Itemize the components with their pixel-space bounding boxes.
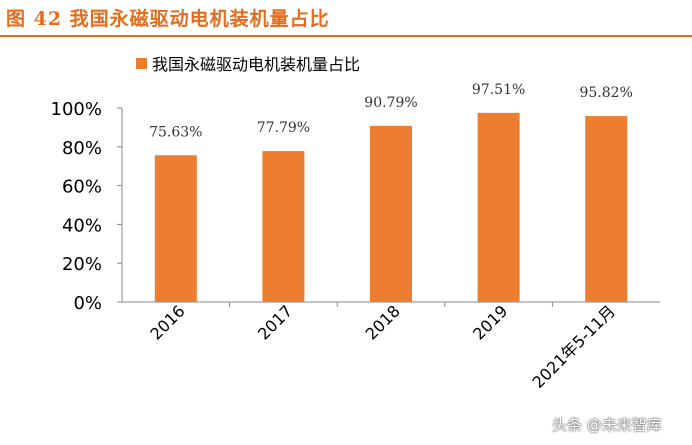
- title-divider: [0, 35, 692, 37]
- bar-data-label: 90.79%: [364, 95, 417, 111]
- x-tick-label: 2018: [362, 301, 404, 343]
- bar-2018: [370, 125, 412, 302]
- chart-x-ticks: 2016 2017 2018 2019 2021年5-11月: [146, 301, 619, 392]
- y-tick-label: 0%: [73, 293, 102, 314]
- y-tick-label: 80%: [62, 138, 102, 159]
- chart-data-labels: 75.63% 77.79% 90.79% 97.51% 95.82%: [149, 82, 633, 140]
- legend-swatch: [136, 58, 147, 69]
- y-tick-label: 20%: [62, 254, 102, 275]
- bar-data-label: 75.63%: [149, 124, 202, 140]
- bar-2021年5-11月: [585, 116, 628, 303]
- x-tick-label: 2017: [254, 301, 296, 343]
- bar-2017: [262, 151, 305, 302]
- x-tick-label: 2021年5-11月: [528, 301, 619, 392]
- y-tick-label: 100%: [51, 99, 102, 120]
- x-tick-label: 2019: [469, 301, 511, 343]
- chart-axes: 0% 20% 40% 60% 80% 100%: [51, 99, 660, 314]
- bar-2016: [154, 155, 197, 302]
- y-tick-label: 60%: [62, 177, 102, 198]
- legend-label: 我国永磁驱动电机装机量占比: [152, 55, 360, 74]
- bar-data-label: 97.51%: [472, 82, 525, 98]
- chart-legend: 我国永磁驱动电机装机量占比: [136, 55, 360, 74]
- chart-bars: [154, 112, 628, 303]
- bar-data-label: 77.79%: [257, 120, 310, 136]
- y-tick-label: 40%: [62, 215, 102, 236]
- x-tick-label: 2016: [146, 301, 188, 343]
- watermark: 头条 @未来智库: [552, 416, 662, 434]
- figure-title: 图 42 我国永磁驱动电机装机量占比: [6, 8, 330, 30]
- bar-2019: [477, 112, 520, 302]
- bar-data-label: 95.82%: [580, 85, 633, 101]
